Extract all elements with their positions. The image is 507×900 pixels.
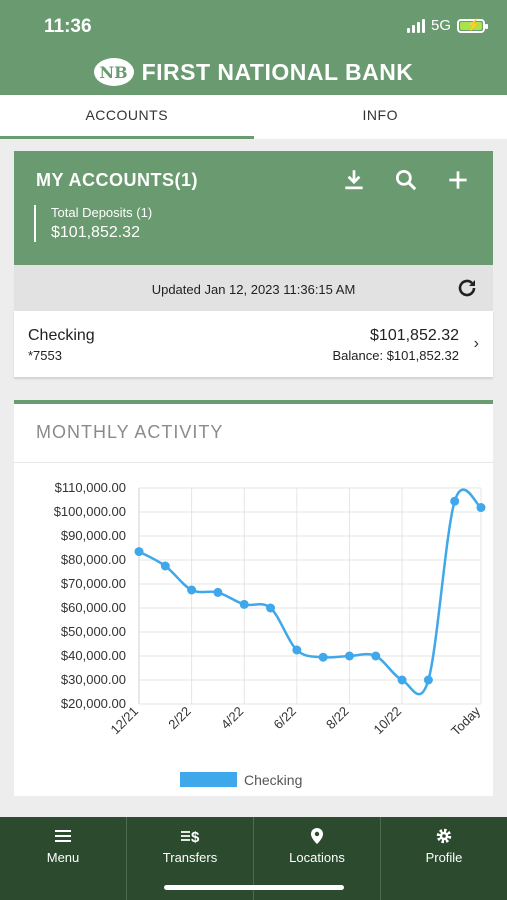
monthly-activity-card: MONTHLY ACTIVITY $110,000.00 $100,000.00 $… bbox=[14, 400, 493, 796]
nav-transfers-label: Transfers bbox=[162, 850, 218, 865]
status-time: 11:36 bbox=[44, 16, 92, 37]
total-deposits-label: Total Deposits (1) bbox=[51, 205, 153, 220]
gear-icon bbox=[436, 828, 452, 844]
data-point bbox=[134, 547, 144, 557]
network-label: 5G bbox=[430, 17, 451, 34]
account-name: Checking bbox=[28, 327, 95, 344]
account-number: *7553 bbox=[28, 348, 62, 363]
data-point bbox=[318, 652, 328, 662]
y-tick-label: $70,000.00 bbox=[61, 576, 126, 591]
total-deposits: Total Deposits (1) $101,852.32 bbox=[34, 205, 152, 242]
y-tick-label: $30,000.00 bbox=[61, 672, 126, 687]
data-point bbox=[476, 503, 486, 513]
x-tick-label: 4/22 bbox=[218, 704, 247, 733]
svg-text:$: $ bbox=[191, 829, 200, 845]
data-point bbox=[397, 675, 407, 685]
bottom-nav: Menu $ Transfers Locations Profile bbox=[0, 817, 507, 900]
data-point bbox=[187, 585, 197, 595]
data-point bbox=[344, 651, 354, 661]
brand: NB FIRST NATIONAL BANK bbox=[0, 58, 507, 86]
account-amount: $101,852.32 bbox=[370, 327, 459, 344]
account-row-checking[interactable]: Checking *7553 $101,852.32 Balance: $101… bbox=[14, 311, 493, 377]
data-point bbox=[292, 645, 302, 655]
nav-profile[interactable]: Profile bbox=[380, 817, 507, 900]
y-tick-label: $100,000.00 bbox=[54, 504, 126, 519]
home-indicator bbox=[164, 885, 344, 890]
data-point bbox=[450, 496, 460, 506]
status-bar-right: 5G ⚡ bbox=[406, 17, 488, 34]
account-balance: Balance: $101,852.32 bbox=[332, 348, 460, 363]
nav-profile-label: Profile bbox=[425, 850, 463, 865]
data-point bbox=[160, 561, 170, 571]
refresh-icon[interactable] bbox=[455, 276, 479, 300]
nav-transfers[interactable]: $ Transfers bbox=[126, 817, 253, 900]
download-icon[interactable] bbox=[341, 167, 367, 193]
y-tick-label: $40,000.00 bbox=[61, 648, 126, 663]
nav-locations[interactable]: Locations bbox=[253, 817, 380, 900]
tab-bar: ACCOUNTS INFO bbox=[0, 95, 507, 139]
legend-swatch-checking bbox=[180, 772, 237, 787]
tab-accounts[interactable]: ACCOUNTS bbox=[0, 95, 254, 139]
x-tick-label: 8/22 bbox=[323, 704, 352, 733]
signal-icon bbox=[406, 18, 425, 33]
x-tick-label: 2/22 bbox=[165, 704, 194, 733]
updated-timestamp: Updated Jan 12, 2023 11:36:15 AM bbox=[151, 282, 356, 297]
y-tick-label: $80,000.00 bbox=[61, 552, 126, 567]
x-tick-label: 6/22 bbox=[270, 704, 299, 733]
nav-locations-label: Locations bbox=[289, 850, 345, 865]
y-tick-label: $60,000.00 bbox=[61, 600, 126, 615]
bank-name: FIRST NATIONAL BANK bbox=[141, 58, 414, 85]
accounts-actions bbox=[341, 167, 471, 193]
chevron-right-icon: › bbox=[473, 335, 479, 352]
legend-label-checking: Checking bbox=[244, 772, 302, 788]
y-tick-label: $50,000.00 bbox=[61, 624, 126, 639]
activity-chart: $110,000.00 $100,000.00 $90,000.00 $80,000.… bbox=[54, 480, 486, 788]
data-point bbox=[213, 587, 223, 597]
divider bbox=[14, 462, 493, 463]
app-header: 11:36 5G ⚡ NB FIRST NATIONAL BANK bbox=[0, 0, 507, 95]
y-tick-label: $90,000.00 bbox=[61, 528, 126, 543]
plus-icon[interactable] bbox=[445, 167, 471, 193]
accounts-title: MY ACCOUNTS(1) bbox=[36, 170, 199, 190]
data-point bbox=[266, 603, 276, 613]
tab-info[interactable]: INFO bbox=[362, 107, 398, 123]
data-point bbox=[371, 651, 381, 661]
battery-icon: ⚡ bbox=[457, 18, 488, 33]
x-tick-label: Today bbox=[448, 703, 483, 738]
search-icon[interactable] bbox=[393, 167, 419, 193]
y-tick-label: $110,000.00 bbox=[55, 480, 126, 495]
x-tick-label: 10/22 bbox=[371, 704, 405, 738]
monthly-activity-title: MONTHLY ACTIVITY bbox=[36, 422, 224, 442]
updated-bar: Updated Jan 12, 2023 11:36:15 AM bbox=[14, 265, 493, 311]
location-pin-icon bbox=[311, 828, 323, 844]
accounts-header: MY ACCOUNTS(1) Total Deposits (1) $101,8… bbox=[14, 151, 493, 265]
data-point bbox=[423, 675, 433, 685]
transfers-icon: $ bbox=[181, 829, 200, 845]
data-point bbox=[239, 599, 249, 609]
nav-menu-label: Menu bbox=[46, 850, 80, 865]
nav-menu[interactable]: Menu bbox=[0, 817, 126, 900]
total-deposits-value: $101,852.32 bbox=[51, 224, 140, 241]
menu-icon bbox=[55, 830, 71, 842]
y-tick-label: $20,000.00 bbox=[61, 696, 126, 711]
bank-logo: NB bbox=[93, 58, 134, 86]
